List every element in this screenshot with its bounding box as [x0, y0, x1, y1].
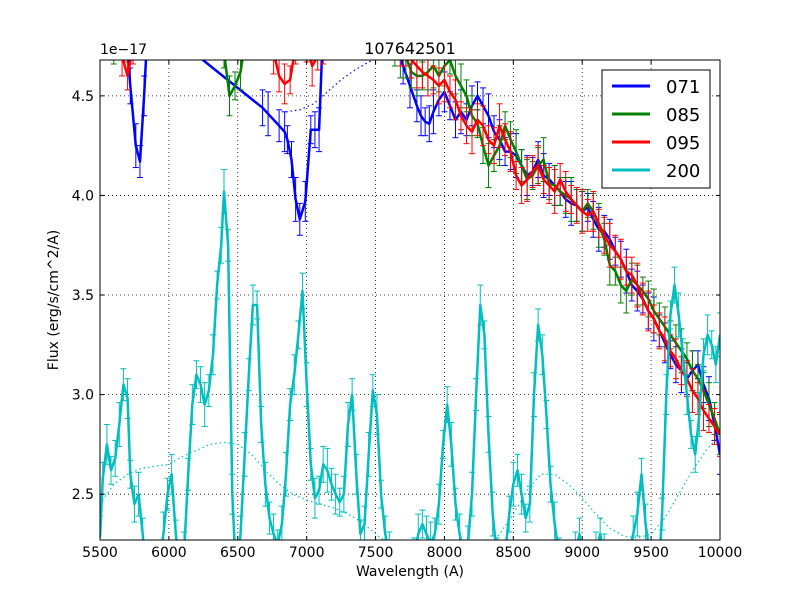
- x-tick-label: 7500: [358, 545, 394, 561]
- y-tick-label: 2.5: [72, 487, 94, 503]
- legend-box: [601, 69, 711, 189]
- series-095: [119, 60, 720, 457]
- y-axis-label: Flux (erg/s/cm^2/A): [46, 230, 62, 370]
- model-line-200-model: [100, 434, 720, 540]
- series-line-095: [121, 60, 720, 436]
- legend-label-095: 095: [666, 133, 700, 154]
- x-tick-label: 10000: [698, 545, 743, 561]
- x-tick-label: 8000: [427, 545, 463, 561]
- axis-ticks: 5500 6000 6500 7000 7500 8000 8500 9000 9500 1000…: [72, 60, 743, 561]
- y-offset-label: 1e−17: [100, 42, 147, 58]
- x-tick-label: 6500: [220, 545, 256, 561]
- chart-title: 107642501: [364, 39, 456, 58]
- y-tick-label: 4.5: [72, 89, 94, 105]
- x-tick-label: 8500: [496, 545, 532, 561]
- model-line-071-model: [285, 60, 375, 113]
- legend-label-071: 071: [666, 77, 700, 98]
- x-tick-label: 9000: [564, 545, 600, 561]
- plot-frame: [99, 59, 721, 541]
- legend: 071 085 095 200: [601, 69, 711, 189]
- series-layer: [100, 60, 720, 540]
- legend-label-085: 085: [666, 105, 700, 126]
- series-200: [100, 169, 720, 540]
- x-tick-label: 5500: [82, 545, 118, 561]
- x-tick-label: 9500: [633, 545, 669, 561]
- x-axis-label: Wavelength (A): [356, 564, 464, 580]
- x-tick-label: 6000: [151, 545, 187, 561]
- series-line-200: [100, 190, 720, 540]
- y-tick-label: 4.0: [72, 188, 94, 204]
- y-tick-label: 3.5: [72, 288, 94, 304]
- x-tick-label: 7000: [289, 545, 325, 561]
- y-tick-label: 3.0: [72, 388, 94, 404]
- legend-label-200: 200: [666, 161, 700, 182]
